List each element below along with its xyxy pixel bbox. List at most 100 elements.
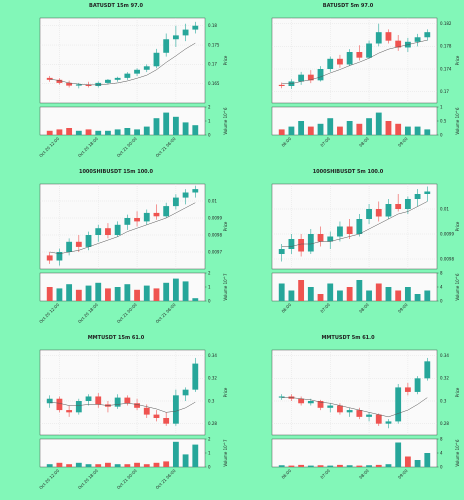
moving-average bbox=[281, 201, 428, 247]
volume-panel bbox=[39, 438, 206, 468]
candle-body bbox=[414, 378, 421, 392]
volume-panel bbox=[271, 438, 438, 468]
volume-bar bbox=[366, 290, 372, 301]
candle-body bbox=[134, 403, 140, 408]
volume-bar bbox=[404, 456, 411, 467]
volume-tick-label: 2 bbox=[208, 436, 211, 441]
candle-body bbox=[414, 194, 421, 199]
volume-bar bbox=[424, 290, 431, 301]
volume-bar bbox=[278, 129, 285, 135]
volume-bar bbox=[46, 287, 53, 301]
x-tick-label: 06:00 bbox=[280, 468, 292, 480]
candle-body bbox=[424, 361, 431, 379]
volume-bar bbox=[75, 462, 82, 467]
candle-body bbox=[134, 69, 140, 74]
x-tick-label: Oct 20 18:00 bbox=[77, 468, 99, 490]
volume-tick-label: 1 bbox=[208, 450, 211, 455]
moving-average bbox=[281, 397, 428, 418]
y-tick-label: 0.0098 bbox=[440, 256, 454, 261]
volume-bar bbox=[134, 462, 140, 467]
volume-bar bbox=[375, 112, 382, 135]
volume-bar bbox=[288, 290, 295, 301]
chart-title: BATUSDT 15m 97.0 bbox=[89, 3, 143, 9]
volume-bar bbox=[143, 464, 150, 467]
candle-body bbox=[375, 32, 382, 44]
candle-body bbox=[317, 69, 324, 81]
y-tick-label: 0.0099 bbox=[440, 231, 454, 236]
candle-body bbox=[395, 40, 402, 48]
y-axis-label: Price bbox=[455, 55, 460, 65]
volume-panel bbox=[39, 272, 206, 302]
volume-panel bbox=[39, 106, 206, 136]
candle-body bbox=[163, 206, 170, 217]
candle-body bbox=[143, 66, 150, 70]
candle-body bbox=[366, 43, 372, 58]
volume-bar bbox=[75, 130, 82, 135]
candle-body bbox=[182, 389, 189, 396]
volume-bar bbox=[192, 125, 199, 135]
price-panel bbox=[271, 183, 438, 270]
x-tick-label: 08:00 bbox=[358, 136, 370, 148]
volume-bar bbox=[366, 118, 372, 135]
chart-title: MMTUSDT 5m 61.0 bbox=[321, 335, 375, 341]
volume-bar bbox=[114, 129, 121, 135]
chart-title: MMTUSDT 15m 61.0 bbox=[88, 335, 145, 341]
x-tick-label: Oct 21 00:00 bbox=[116, 136, 138, 158]
price-panel bbox=[39, 183, 206, 270]
volume-bar bbox=[182, 122, 189, 135]
candle-body bbox=[56, 79, 63, 83]
volume-bar bbox=[317, 294, 324, 301]
volume-bar bbox=[182, 281, 189, 301]
y-axis-label: Price bbox=[455, 221, 460, 231]
volume-bar bbox=[414, 126, 421, 135]
y-axis-label: Price bbox=[223, 221, 228, 231]
volume-bar bbox=[337, 126, 343, 135]
volume-bar bbox=[424, 129, 431, 135]
volume-bar bbox=[404, 287, 411, 301]
volume-tick-label: 1 bbox=[440, 104, 443, 109]
volume-bar bbox=[385, 464, 392, 467]
volume-axis-label: Volume 10^7 bbox=[223, 439, 228, 467]
x-tick-label: Oct 20 18:00 bbox=[77, 136, 99, 158]
candle-body bbox=[46, 77, 53, 80]
candle-body bbox=[414, 37, 421, 42]
candle-body bbox=[56, 398, 63, 411]
candle-body bbox=[56, 252, 63, 261]
volume-bar bbox=[346, 465, 353, 467]
volume-bar bbox=[395, 290, 402, 301]
volume-bar bbox=[288, 465, 295, 467]
volume-bar bbox=[163, 112, 170, 135]
volume-axis-label: Volume 10^6 bbox=[455, 439, 460, 467]
volume-bar bbox=[153, 288, 160, 301]
volume-bar bbox=[46, 464, 53, 467]
volume-bar bbox=[75, 289, 82, 301]
chart-title: 1000SHIBUSDT 15m 100.0 bbox=[79, 169, 154, 175]
volume-bar bbox=[56, 462, 63, 467]
candle-body bbox=[124, 218, 131, 225]
volume-bar bbox=[105, 288, 111, 301]
candle-body bbox=[395, 204, 402, 209]
candle-body bbox=[163, 39, 170, 53]
x-tick-label: Oct 21 00:00 bbox=[116, 468, 138, 490]
volume-bar bbox=[124, 284, 131, 301]
candle-body bbox=[124, 397, 131, 404]
candle-body bbox=[192, 25, 199, 30]
volume-bar bbox=[46, 130, 53, 135]
candle-body bbox=[298, 239, 305, 252]
candle-body bbox=[46, 398, 53, 404]
volume-bar bbox=[307, 126, 314, 135]
candle-body bbox=[143, 212, 150, 222]
candle-body bbox=[124, 73, 131, 78]
volume-bar bbox=[278, 283, 285, 301]
candle-body bbox=[424, 32, 431, 38]
volume-bar bbox=[327, 465, 334, 467]
candle-body bbox=[153, 52, 160, 67]
moving-average bbox=[49, 401, 196, 413]
candle-body bbox=[46, 255, 53, 261]
candle-body bbox=[75, 84, 82, 86]
candle-body bbox=[66, 241, 73, 252]
volume-bar bbox=[163, 282, 170, 301]
y-axis-label: Price bbox=[223, 55, 228, 65]
x-tick-label: Oct 20 12:00 bbox=[38, 468, 60, 490]
volume-bar bbox=[327, 283, 334, 301]
